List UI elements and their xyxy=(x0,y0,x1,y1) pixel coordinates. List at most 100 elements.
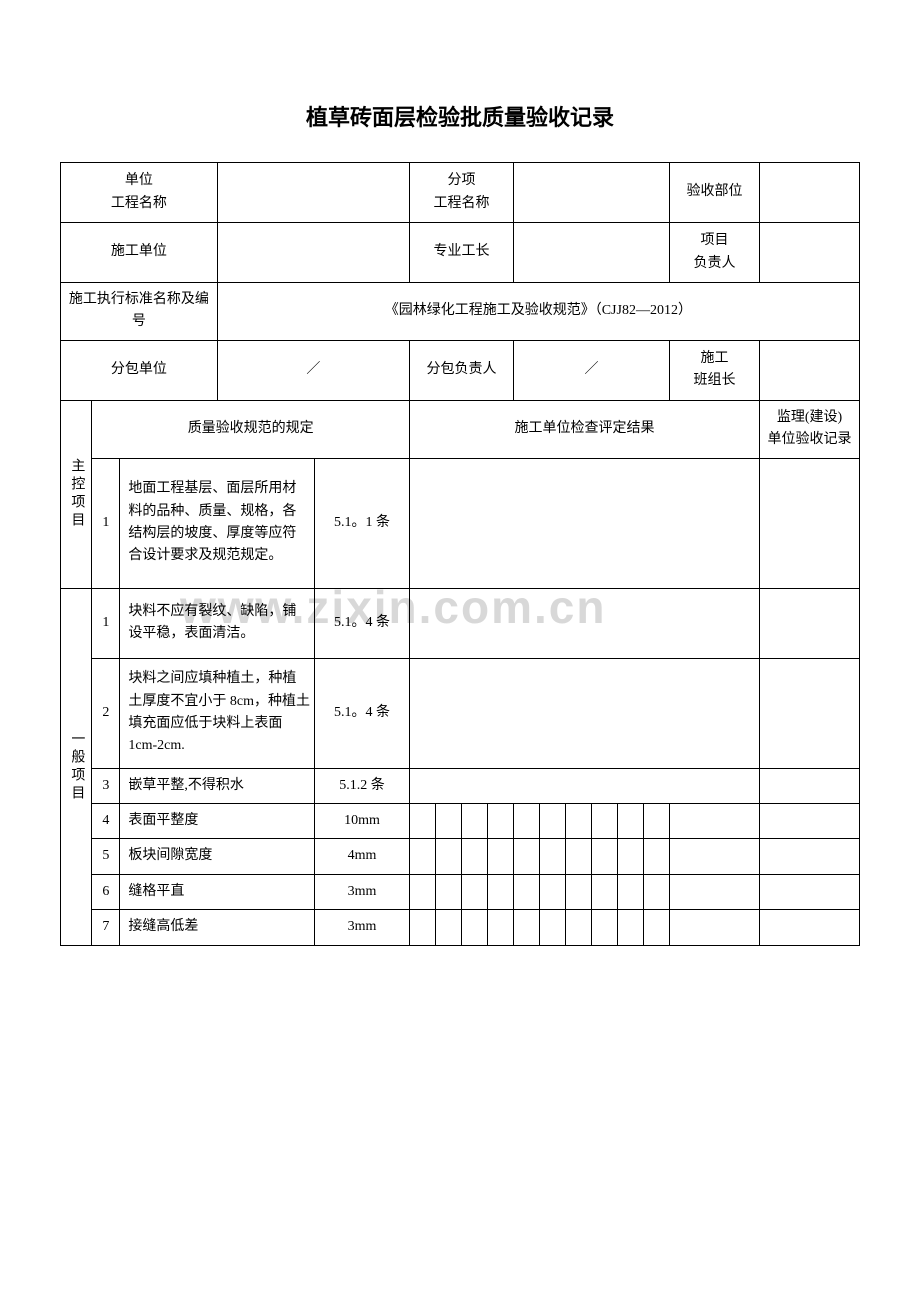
standard-value: 《园林绿化工程施工及验收规范》（CJJ82—2012） xyxy=(217,283,859,341)
project-manager-value xyxy=(760,223,860,283)
item-desc: 嵌草平整,不得积水 xyxy=(120,768,315,803)
inspection-result-header: 施工单位检查评定结果 xyxy=(410,400,760,458)
result-summary xyxy=(670,839,760,874)
result-cell xyxy=(540,910,566,945)
unit-project-label: 单位 工程名称 xyxy=(61,163,218,223)
result-cell xyxy=(514,839,540,874)
item-num: 1 xyxy=(92,458,120,588)
item-ref: 5.1。4 条 xyxy=(315,588,410,658)
supervision-record-header: 监理(建设) 单位验收记录 xyxy=(760,400,860,458)
header-row-2: 施工单位 专业工长 项目 负责人 xyxy=(61,223,860,283)
result-cell xyxy=(514,874,540,909)
item-ref: 3mm xyxy=(315,910,410,945)
result-cell xyxy=(644,874,670,909)
result-cell xyxy=(592,803,618,838)
general-item-2: 2 块料之间应填种植土，种植土厚度不宜小于 8cm，种植土填充面应低于块料上表面… xyxy=(61,658,860,768)
result-cell xyxy=(462,839,488,874)
item-record xyxy=(760,874,860,909)
result-cell xyxy=(488,803,514,838)
item-result xyxy=(410,768,760,803)
subitem-project-value xyxy=(514,163,670,223)
general-item-3: 3 嵌草平整,不得积水 5.1.2 条 xyxy=(61,768,860,803)
result-cell xyxy=(462,803,488,838)
item-record xyxy=(760,910,860,945)
result-cell xyxy=(592,839,618,874)
result-cell xyxy=(436,839,462,874)
result-cell xyxy=(566,839,592,874)
item-result xyxy=(410,588,760,658)
result-cell xyxy=(540,839,566,874)
result-cell xyxy=(410,839,436,874)
result-cell xyxy=(566,874,592,909)
item-desc: 缝格平直 xyxy=(120,874,315,909)
result-summary xyxy=(670,803,760,838)
foreman-value xyxy=(514,223,670,283)
construction-unit-value xyxy=(217,223,409,283)
header-row-1: 单位 工程名称 分项 工程名称 验收部位 xyxy=(61,163,860,223)
item-ref: 5.1。4 条 xyxy=(315,658,410,768)
item-desc: 接缝高低差 xyxy=(120,910,315,945)
result-cell xyxy=(618,803,644,838)
general-item-1: 一般项目 1 块料不应有裂纹、缺陷，铺设平稳，表面清洁。 5.1。4 条 xyxy=(61,588,860,658)
item-desc: 表面平整度 xyxy=(120,803,315,838)
result-cell xyxy=(540,803,566,838)
item-desc: 块料之间应填种植土，种植土厚度不宜小于 8cm，种植土填充面应低于块料上表面 1… xyxy=(120,658,315,768)
team-leader-value xyxy=(760,340,860,400)
acceptance-part-label: 验收部位 xyxy=(670,163,760,223)
item-num: 4 xyxy=(92,803,120,838)
general-label: 一般项目 xyxy=(61,588,92,945)
general-item-4: 4 表面平整度 10mm xyxy=(61,803,860,838)
result-cell xyxy=(462,874,488,909)
result-cell xyxy=(436,910,462,945)
main-control-label: 主控项目 xyxy=(61,400,92,588)
item-desc: 地面工程基层、面层所用材料的品种、质量、规格，各结构层的坡度、厚度等应符合设计要… xyxy=(120,458,315,588)
result-cell xyxy=(566,910,592,945)
project-manager-label: 项目 负责人 xyxy=(670,223,760,283)
subitem-project-label: 分项 工程名称 xyxy=(410,163,514,223)
item-record xyxy=(760,768,860,803)
result-cell xyxy=(644,910,670,945)
construction-unit-label: 施工单位 xyxy=(61,223,218,283)
subcontractor-manager-label: 分包负责人 xyxy=(410,340,514,400)
item-num: 7 xyxy=(92,910,120,945)
item-ref: 5.1。1 条 xyxy=(315,458,410,588)
foreman-label: 专业工长 xyxy=(410,223,514,283)
item-num: 2 xyxy=(92,658,120,768)
result-cell xyxy=(514,803,540,838)
item-result xyxy=(410,658,760,768)
main-control-item-1: 1 地面工程基层、面层所用材料的品种、质量、规格，各结构层的坡度、厚度等应符合设… xyxy=(61,458,860,588)
subcontractor-value: ／ xyxy=(217,340,409,400)
result-cell xyxy=(540,874,566,909)
unit-project-value xyxy=(217,163,409,223)
result-cell xyxy=(644,803,670,838)
result-cell xyxy=(566,803,592,838)
result-cell xyxy=(514,910,540,945)
item-record xyxy=(760,658,860,768)
acceptance-part-value xyxy=(760,163,860,223)
item-num: 1 xyxy=(92,588,120,658)
item-ref: 3mm xyxy=(315,874,410,909)
result-cell xyxy=(436,803,462,838)
section-header-row: 主控项目 质量验收规范的规定 施工单位检查评定结果 监理(建设) 单位验收记录 xyxy=(61,400,860,458)
item-num: 5 xyxy=(92,839,120,874)
header-row-4: 分包单位 ／ 分包负责人 ／ 施工 班组长 xyxy=(61,340,860,400)
result-summary xyxy=(670,874,760,909)
item-desc: 块料不应有裂纹、缺陷，铺设平稳，表面清洁。 xyxy=(120,588,315,658)
general-item-6: 6 缝格平直 3mm xyxy=(61,874,860,909)
subcontractor-label: 分包单位 xyxy=(61,340,218,400)
header-row-3: 施工执行标准名称及编号 《园林绿化工程施工及验收规范》（CJJ82—2012） xyxy=(61,283,860,341)
item-record xyxy=(760,458,860,588)
result-cell xyxy=(488,874,514,909)
result-cell xyxy=(488,910,514,945)
result-cell xyxy=(436,874,462,909)
result-cell xyxy=(410,874,436,909)
result-cell xyxy=(618,874,644,909)
general-item-7: 7 接缝高低差 3mm xyxy=(61,910,860,945)
item-record xyxy=(760,803,860,838)
item-ref: 5.1.2 条 xyxy=(315,768,410,803)
general-item-5: 5 板块间隙宽度 4mm xyxy=(61,839,860,874)
item-ref: 4mm xyxy=(315,839,410,874)
result-cell xyxy=(618,910,644,945)
inspection-table: 单位 工程名称 分项 工程名称 验收部位 施工单位 专业工长 项目 负责人 xyxy=(60,162,860,946)
page-title: 植草砖面层检验批质量验收记录 xyxy=(60,100,860,132)
